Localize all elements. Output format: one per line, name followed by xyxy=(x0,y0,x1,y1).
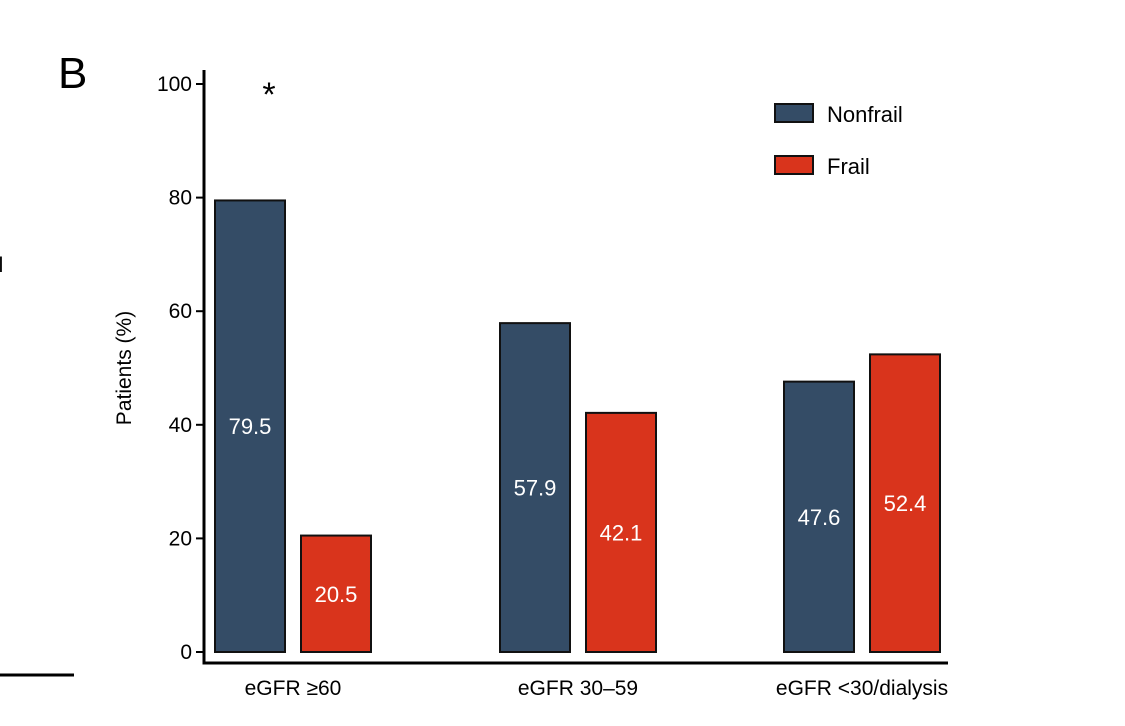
bar-value-label: 52.4 xyxy=(884,491,927,516)
bar-value-label: 79.5 xyxy=(229,414,272,439)
y-tick-label: 40 xyxy=(169,414,192,437)
y-tick-label: 60 xyxy=(169,300,192,323)
cropped-text-fragment: il xyxy=(0,254,3,277)
bar-value-label: 57.9 xyxy=(514,476,557,501)
bar-nonfrail xyxy=(499,322,571,653)
bar-value-label: 20.5 xyxy=(315,582,358,607)
bar-nonfrail xyxy=(214,199,286,653)
bar-frail xyxy=(300,534,372,653)
legend: Nonfrail Frail xyxy=(774,102,903,179)
y-axis-title: Patients (%) xyxy=(113,311,136,425)
y-tick-label: 0 xyxy=(180,641,192,664)
y-tick-label: 80 xyxy=(169,187,192,210)
x-tick-label: eGFR ≥60 xyxy=(245,677,342,700)
y-tick-label: 100 xyxy=(157,73,192,96)
bar-value-label: 42.1 xyxy=(600,520,643,545)
bar-frail xyxy=(869,353,941,653)
x-tick-label: eGFR 30–59 xyxy=(518,677,638,700)
legend-swatch-nonfrail xyxy=(774,103,814,123)
legend-label-frail: Frail xyxy=(827,154,870,179)
legend-label-nonfrail: Nonfrail xyxy=(827,102,903,127)
bar-nonfrail xyxy=(783,380,855,653)
x-tick-label: eGFR <30/dialysis xyxy=(776,677,948,700)
panel-letter: B xyxy=(58,49,87,98)
legend-swatch-frail xyxy=(774,155,814,175)
bar-frail xyxy=(585,411,657,654)
bar-value-label: 47.6 xyxy=(798,505,841,530)
plot-area: 0 20 40 60 80 100 79.5 20.5 eGFR ≥60 57.9 42.1 eGFR… xyxy=(157,70,948,700)
significance-asterisk: * xyxy=(262,76,275,114)
y-tick-label: 20 xyxy=(169,527,192,550)
